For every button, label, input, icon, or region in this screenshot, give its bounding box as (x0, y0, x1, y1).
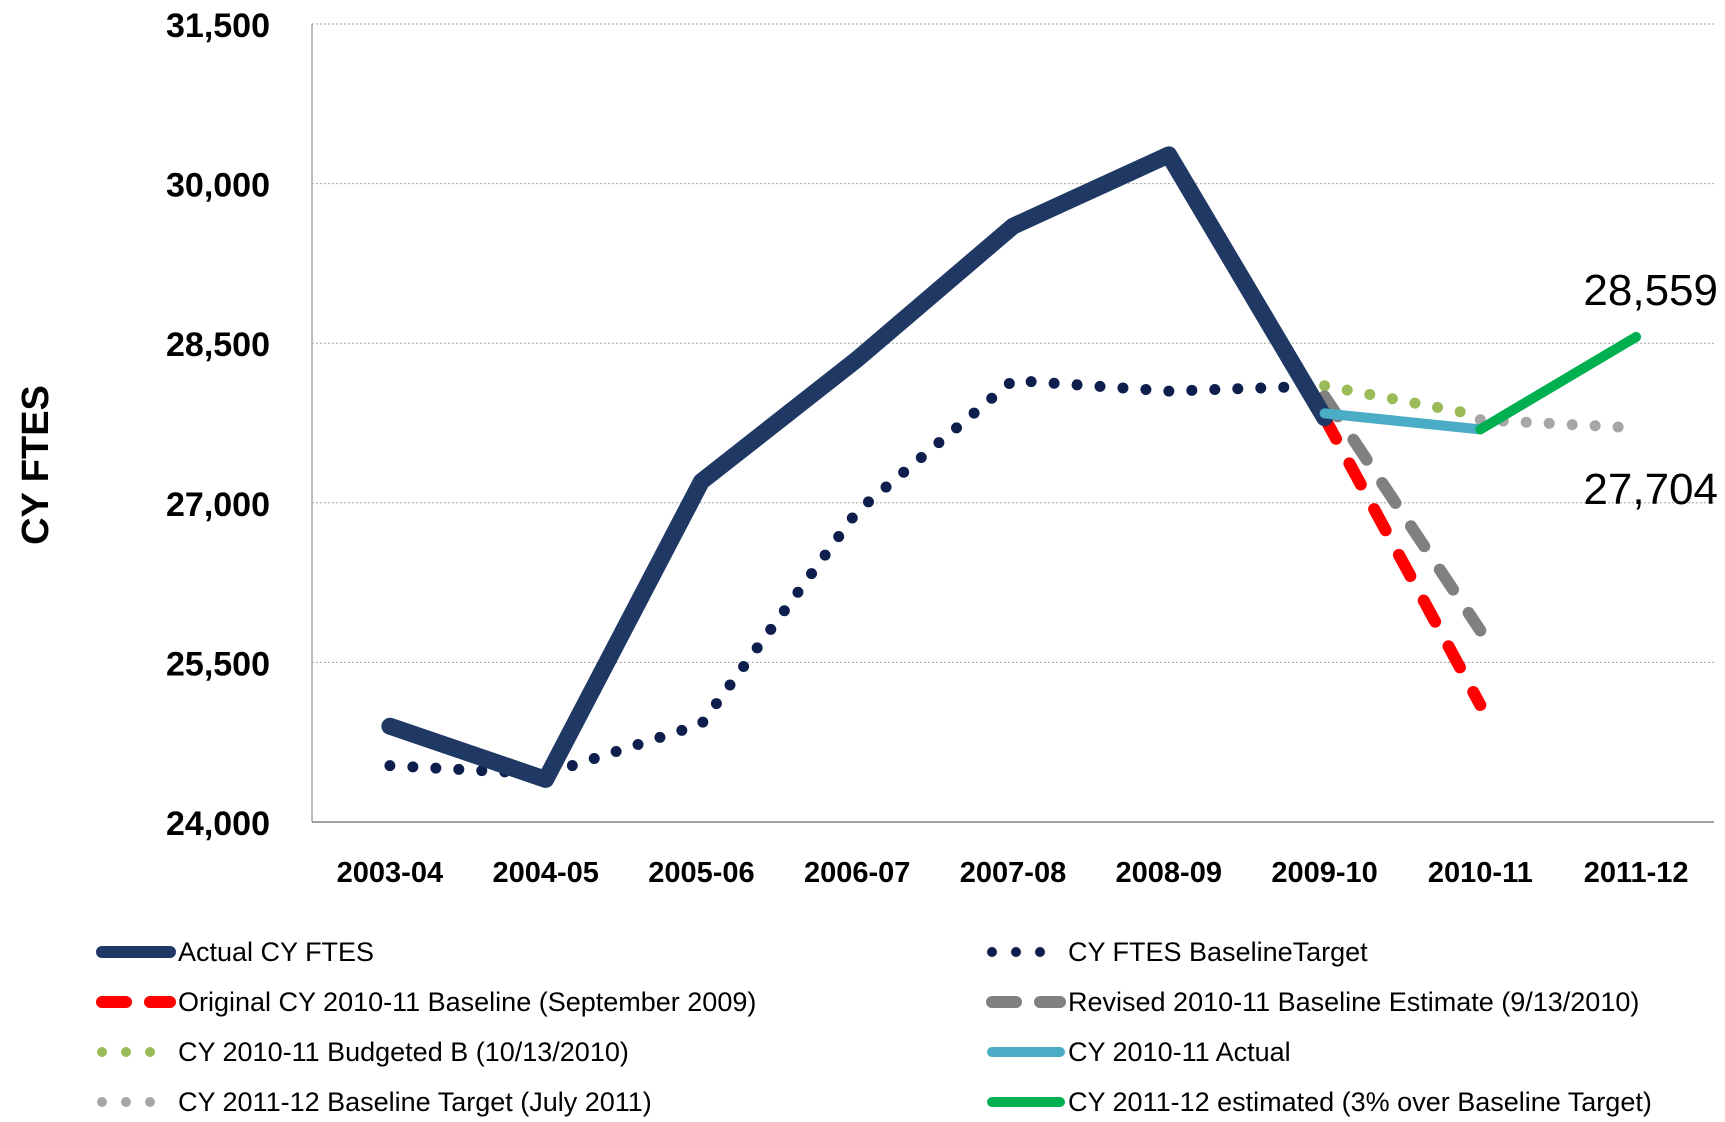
data-label: 27,704 (1583, 465, 1718, 514)
x-tick-label: 2005-06 (648, 857, 754, 889)
legend-label: CY 2010-11 Actual (1068, 1036, 1291, 1067)
legend-swatch (97, 1097, 163, 1107)
legend-swatch (96, 946, 176, 958)
x-tick-label: 2011-12 (1584, 857, 1689, 889)
series-line-0 (381, 146, 1334, 788)
x-tick-label: 2008-09 (1116, 857, 1222, 889)
y-tick-label: 25,500 (166, 645, 270, 683)
series-line-7 (1475, 331, 1642, 435)
legend-item: CY FTES BaselineTarget (986, 932, 1368, 972)
x-tick-label: 2003-04 (337, 857, 443, 889)
x-tick-label: 2009-10 (1271, 857, 1377, 889)
legend-item: Original CY 2010-11 Baseline (September … (96, 982, 756, 1022)
legend-item: CY 2011-12 Baseline Target (July 2011) (96, 1082, 652, 1122)
legend-swatch (987, 1097, 1065, 1107)
legend-item: CY 2010-11 Actual (986, 1032, 1291, 1072)
series-line-3 (1318, 390, 1487, 637)
y-tick-label: 28,500 (166, 326, 270, 364)
data-label: 28,559 (1583, 266, 1718, 315)
series-layer (381, 146, 1642, 788)
y-tick-label: 31,500 (166, 7, 270, 45)
series-line-5 (1319, 408, 1486, 435)
legend-label: Actual CY FTES (178, 936, 375, 967)
tick-labels: 24,000 25,500 27,000 28,500 30,000 31,500 2003… (166, 7, 1689, 889)
legend-swatch (96, 996, 176, 1008)
series-line-2 (1318, 411, 1487, 711)
legend-item: CY 2011-12 estimated (3% over Baseline T… (986, 1082, 1652, 1122)
legend-item: Actual CY FTES (96, 932, 374, 972)
x-tick-label: 2010-11 (1428, 857, 1533, 889)
chart: 24,000 25,500 27,000 28,500 30,000 31,500 2003… (15, 7, 1718, 889)
legend: Actual CY FTES CY FTES BaselineTarget Orig… (0, 920, 1725, 1117)
x-tick-label: 2006-07 (804, 857, 910, 889)
annotations: 28,559 27,704 (1583, 266, 1718, 514)
legend-item: CY 2010-11 Budgeted B (10/13/2010) (96, 1032, 629, 1072)
legend-swatch (97, 1047, 163, 1057)
legend-label: CY 2011-12 Baseline Target (July 2011) (178, 1086, 652, 1117)
y-tick-label: 30,000 (166, 167, 270, 205)
legend-swatch (987, 1047, 1065, 1057)
x-tick-label: 2007-08 (960, 857, 1066, 889)
axes (311, 24, 1714, 823)
x-tick-label: 2004-05 (492, 857, 598, 889)
series-line-1 (384, 374, 1331, 780)
legend-label: CY 2011-12 estimated (3% over Baseline T… (1068, 1086, 1652, 1117)
legend-label: CY 2010-11 Budgeted B (10/13/2010) (178, 1036, 629, 1067)
series-line-4 (1319, 380, 1486, 422)
legend-swatch (987, 947, 1053, 957)
y-axis-label: CY FTES (15, 385, 57, 545)
legend-label: Revised 2010-11 Baseline Estimate (9/13/… (1068, 986, 1640, 1017)
legend-swatch (986, 996, 1066, 1008)
y-tick-label: 27,000 (166, 486, 270, 524)
legend-item: Revised 2010-11 Baseline Estimate (9/13/… (986, 982, 1639, 1022)
y-tick-label: 24,000 (166, 805, 270, 843)
legend-label: CY FTES BaselineTarget (1068, 936, 1368, 967)
series-line-6 (1474, 414, 1642, 434)
grid-lines (312, 23, 1714, 663)
legend-label: Original CY 2010-11 Baseline (September … (178, 986, 757, 1017)
